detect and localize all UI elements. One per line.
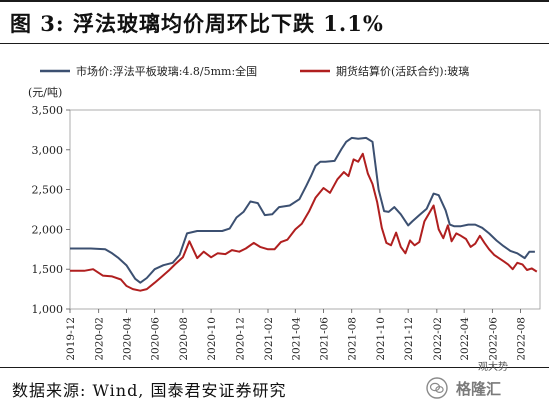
y-tick-label: 2,500 — [32, 184, 64, 197]
plot-frame — [69, 109, 541, 310]
x-tick-label: 2020-04 — [121, 317, 133, 361]
x-tick-label: 2021-02 — [263, 317, 275, 361]
x-tick-label: 2021-10 — [375, 317, 387, 361]
x-tick-label: 2022-02 — [432, 317, 444, 361]
x-tick-label: 2021-04 — [290, 317, 302, 361]
series-line-2 — [70, 152, 538, 292]
y-tick-label: 3,500 — [32, 104, 64, 117]
x-tick-label: 2020-08 — [178, 317, 190, 361]
y-tick-label: 2,000 — [32, 223, 64, 236]
watermark: 格隆汇 — [426, 373, 549, 403]
series-line-1 — [70, 136, 535, 284]
y-tick-label: 1,500 — [32, 263, 64, 276]
x-tick-label: 2019-12 — [65, 317, 77, 361]
x-tick-label: 2021-08 — [347, 317, 359, 361]
y-unit-label: (元/吨) — [28, 86, 62, 99]
legend-label-1: 市场价:浮法平板玻璃:4.8/5mm:全国 — [76, 64, 257, 78]
x-tick-label: 2020-02 — [94, 317, 106, 361]
x-tick-label: 2021-06 — [319, 317, 331, 361]
wechat-logo-icon — [426, 377, 448, 399]
x-tick-label: 2021-12 — [403, 317, 415, 361]
x-tick-label: 2022-06 — [487, 317, 499, 361]
title-bar: 图 3: 浮法玻璃均价周环比下跌 1.1% — [0, 0, 549, 44]
source-note: 数据来源: Wind, 国泰君安证券研究 — [12, 381, 287, 400]
source-bar: 数据来源: Wind, 国泰君安证券研究 — [0, 367, 549, 407]
watermark-text: 格隆汇 — [456, 379, 502, 398]
y-tick-label: 1,000 — [32, 303, 64, 316]
legend-label-2: 期货结算价(活跃合约):玻璃 — [336, 64, 469, 78]
x-tick-label: 2020-12 — [234, 317, 246, 361]
x-tick-label: 2020-06 — [150, 317, 162, 361]
watermark-subtext: 观大势 — [478, 362, 508, 373]
x-tick-label: 2022-08 — [516, 317, 528, 361]
x-tick-label: 2020-10 — [206, 317, 218, 361]
y-tick-label: 3,000 — [32, 144, 64, 157]
page-title: 图 3: 浮法玻璃均价周环比下跌 1.1% — [10, 11, 384, 36]
x-tick-label: 2022-04 — [459, 317, 471, 361]
